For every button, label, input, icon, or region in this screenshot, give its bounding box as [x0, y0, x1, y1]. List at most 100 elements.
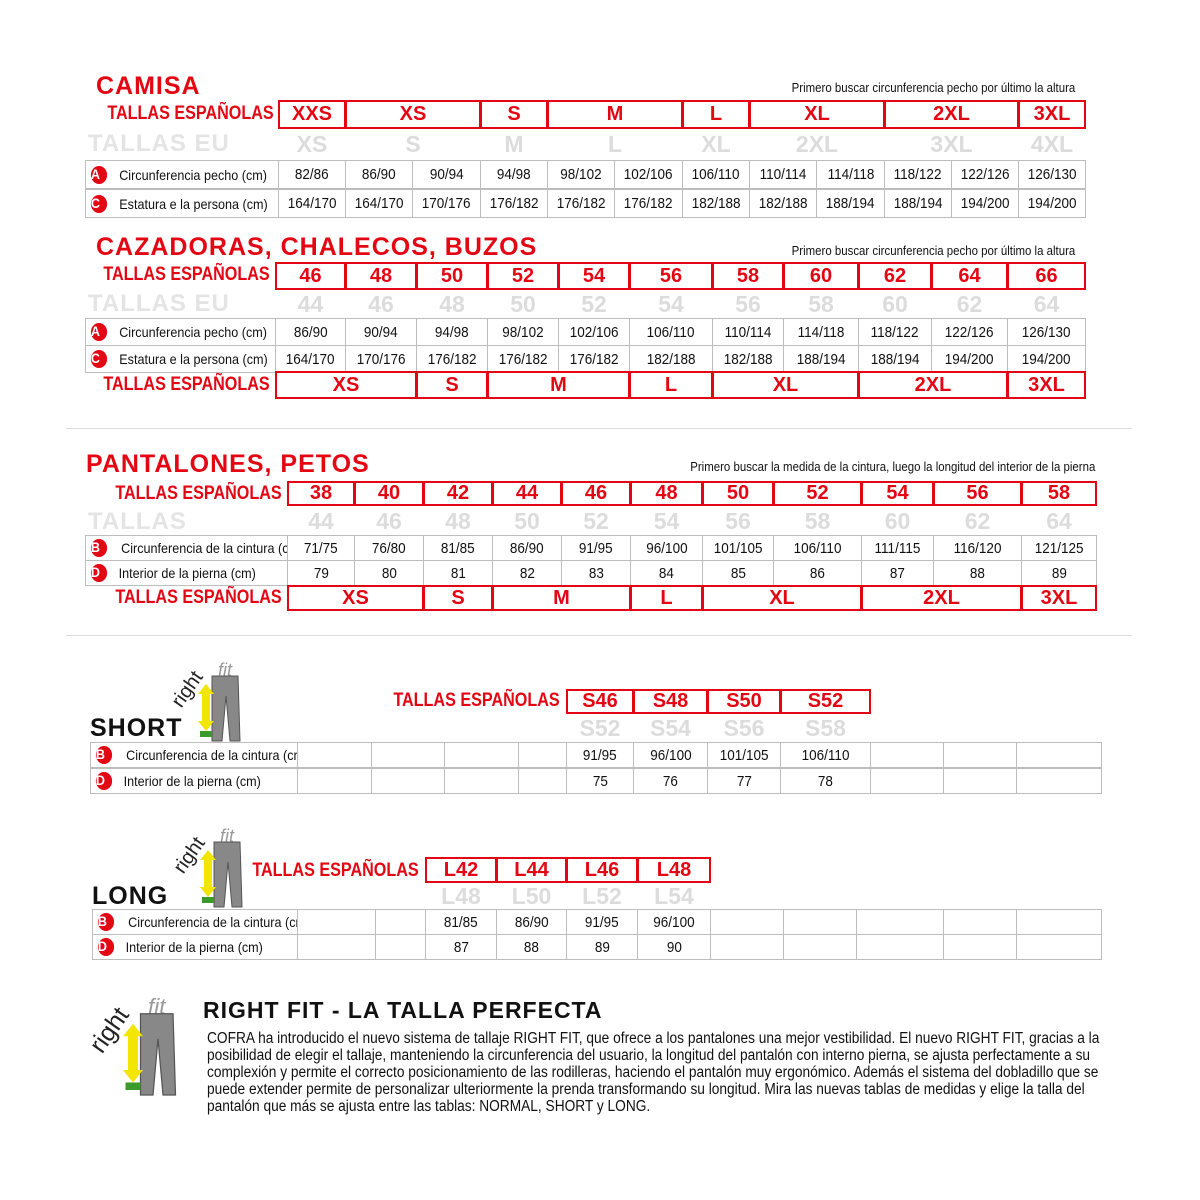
value-cell-text: 176/182	[427, 350, 477, 368]
cazadoras-title: CAZADORAS, CHALECOS, BUZOS	[96, 233, 538, 261]
cazadoras-es-size-text: 52	[511, 264, 535, 287]
pantalones-es-label-bottom: TALLAS ESPAÑOLAS	[115, 587, 282, 608]
pantalones-es-letter-text: XL	[769, 586, 795, 609]
pantalones-es-letter-text: S	[451, 586, 465, 609]
badge-d-icon: D	[95, 772, 113, 790]
cazadoras-es-size: 62	[858, 262, 932, 290]
value-cell-text: 86/90	[293, 323, 328, 341]
value-cell: 81/85	[425, 909, 497, 935]
value-cell-text: 122/126	[945, 323, 994, 341]
value-cell-text: 81/85	[441, 539, 475, 557]
value-cell-text: 71/75	[304, 539, 338, 557]
camisa-es-size-text: 3XL	[1033, 103, 1071, 125]
pantalones-es-letter-text: M	[553, 586, 570, 609]
cazadoras-eu-size: 44	[275, 290, 346, 318]
value-cell: 188/194	[816, 189, 885, 218]
long-es-size: L46	[566, 857, 638, 883]
camisa-es-size: XXS	[278, 100, 346, 129]
camisa-note: Primero buscar circunferencia pecho por …	[791, 80, 1075, 95]
short-eu-size: S58	[780, 715, 871, 742]
long-title: LONG	[92, 882, 169, 910]
value-cell: 164/170	[275, 345, 346, 373]
row-label-text: Circunferencia pecho (cm)	[119, 166, 267, 183]
camisa-eu-label: TALLAS EU	[88, 130, 230, 157]
pantalones-eu-size: 54	[630, 508, 703, 535]
long-es-size: L48	[637, 857, 711, 883]
value-cell-text: 114/118	[797, 323, 845, 341]
cazadoras-eu-label: TALLAS EU	[88, 290, 230, 317]
cazadoras-es-letter-text: 3XL	[1028, 373, 1065, 396]
value-cell: 170/176	[345, 345, 417, 373]
row-label-text: Circunferencia de la cintura (cm)	[128, 914, 298, 930]
rightfit-logo-icon: right fit	[169, 822, 252, 917]
row-label-text: Estatura e la persona (cm)	[119, 351, 268, 367]
value-cell: 188/194	[858, 345, 932, 373]
value-cell-text: 82/86	[295, 166, 329, 183]
row-label-text: Interior de la pierna (cm)	[118, 565, 256, 581]
value-cell	[371, 768, 445, 794]
value-cell-text: 87	[889, 564, 906, 582]
pantalones-eu-size: 64	[1021, 508, 1097, 535]
pantalones-es-size-text: 50	[726, 482, 750, 504]
row-label-text: Circunferencia de la cintura (cm)	[126, 747, 298, 763]
row-label-text: Circunferencia pecho (cm)	[119, 324, 267, 340]
cazadoras-eu-size-text: 64	[1033, 290, 1060, 317]
cazadoras-es-letter: L	[629, 371, 713, 399]
pantalones-es-size: 38	[287, 481, 355, 506]
pantalones-es-letter: 2XL	[861, 585, 1022, 611]
value-cell-text: 90	[666, 938, 682, 956]
pantalones-es-letter: XS	[287, 585, 424, 611]
cazadoras-eu-size-text: 52	[581, 290, 607, 317]
value-cell: 194/200	[1007, 345, 1086, 373]
camisa-es-size: 3XL	[1018, 100, 1086, 129]
cazadoras-es-size: 60	[783, 262, 859, 290]
pantalones-title: PANTALONES, PETOS	[86, 450, 370, 478]
short-eu-size: S54	[633, 715, 708, 742]
row-label: C Estatura e la persona (cm)	[85, 345, 276, 373]
short-title: SHORT	[90, 714, 183, 742]
pantalones-eu-size-text: 62	[964, 508, 991, 534]
long-es-size-text: L48	[656, 858, 692, 881]
value-cell: 96/100	[630, 535, 703, 561]
value-cell: 76	[633, 768, 708, 794]
camisa-es-size: S	[480, 100, 548, 129]
value-cell-text: 106/110	[692, 166, 740, 183]
camisa-es-size: XL	[749, 100, 885, 129]
short-es-size-text: S46	[582, 690, 618, 712]
value-cell-text: 89	[1051, 564, 1067, 582]
badge-d-icon: D	[90, 564, 108, 582]
value-cell: 84	[630, 560, 703, 586]
value-cell: 110/114	[712, 318, 784, 346]
pantalones-eu-size: 46	[354, 508, 424, 535]
cazadoras-es-size: 46	[275, 262, 346, 290]
cazadoras-es-letter-text: M	[550, 373, 567, 396]
value-cell-text: 194/200	[1027, 195, 1077, 212]
value-cell: 164/170	[278, 189, 346, 218]
cazadoras-eu-size-text: 62	[956, 290, 983, 317]
value-cell-text: 79	[313, 564, 329, 582]
cazadoras-es-letter: 3XL	[1007, 371, 1086, 399]
cazadoras-eu-size-text: 56	[735, 290, 761, 317]
value-cell	[943, 909, 1017, 935]
cazadoras-es-size-text: 54	[582, 264, 606, 287]
camisa-eu-size: XL	[682, 130, 750, 159]
value-cell-text: 118/122	[871, 323, 919, 341]
pantalones-es-size: 42	[423, 481, 493, 506]
cazadoras-eu-size: 50	[487, 290, 559, 318]
value-cell: 87	[861, 560, 934, 586]
row-label: C Estatura e la persona (cm)	[85, 189, 279, 218]
camisa-es-size: L	[682, 100, 750, 129]
pantalones-es-letter: L	[630, 585, 703, 611]
pantalones-es-letter-text: L	[660, 586, 673, 609]
value-cell	[856, 909, 944, 935]
long-eu-size-text: L48	[441, 883, 481, 909]
cazadoras-eu-size: 58	[783, 290, 859, 318]
value-cell	[943, 768, 1017, 794]
value-cell: 176/182	[614, 189, 683, 218]
cazadoras-es-size-text: 58	[736, 264, 760, 287]
value-cell: 106/110	[629, 318, 713, 346]
svg-text:fit: fit	[148, 994, 167, 1019]
badge-b-icon: B	[97, 913, 115, 931]
value-cell-text: 194/200	[945, 350, 994, 368]
pantalones-es-letter-text: 2XL	[923, 586, 960, 609]
